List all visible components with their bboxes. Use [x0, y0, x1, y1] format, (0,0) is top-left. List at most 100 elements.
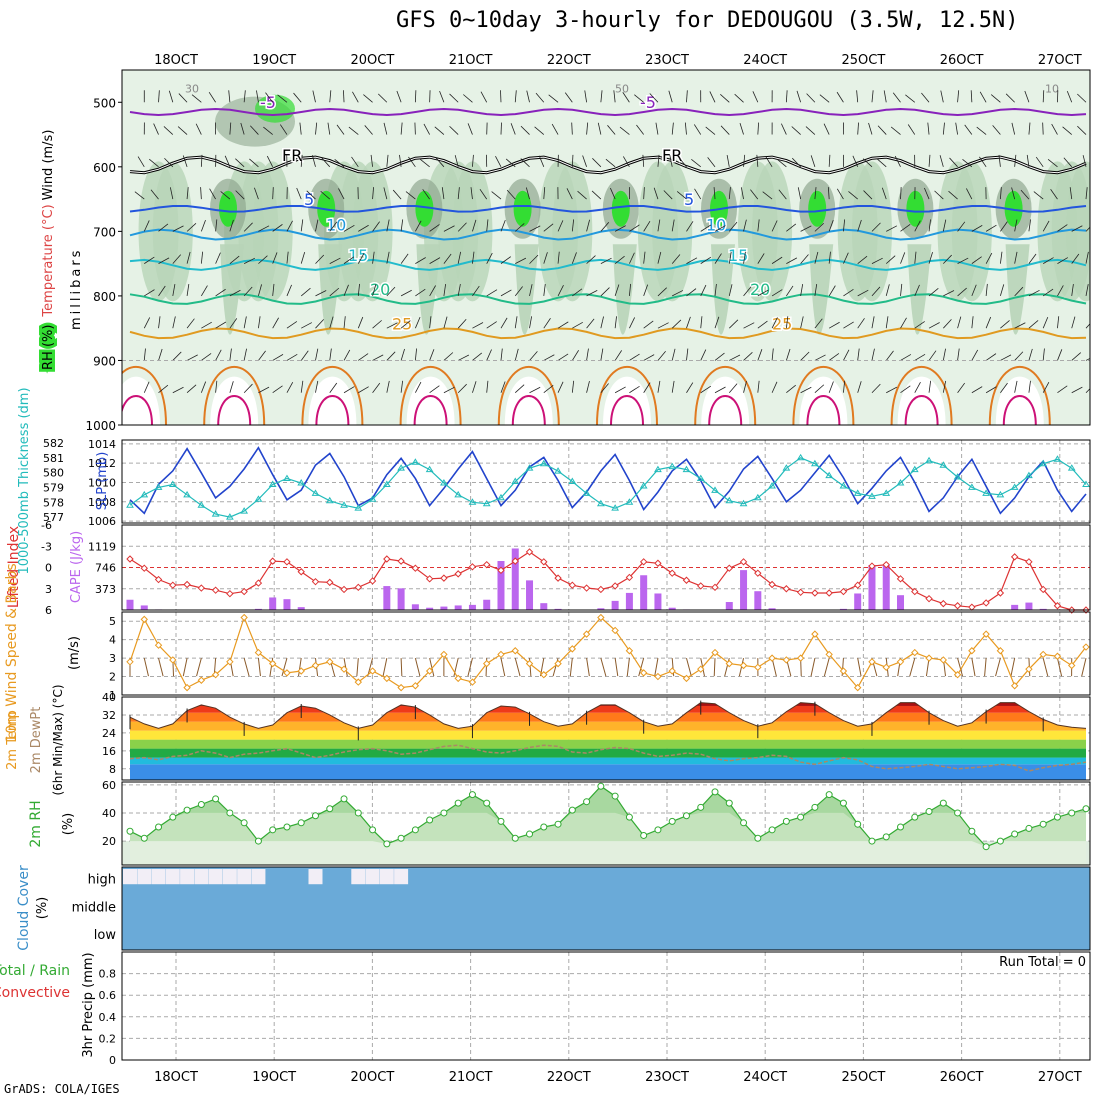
ytick-label: 2 — [109, 671, 116, 684]
rh2m-yunit: (%) — [61, 813, 76, 836]
wind-barb — [856, 90, 859, 103]
wind-barb — [158, 316, 161, 329]
precip-yunit: 3hr Precip (mm) — [81, 952, 96, 1057]
wind-speed-line-point — [368, 667, 377, 675]
surface-wind-barb — [514, 657, 521, 677]
wind-barb — [215, 321, 227, 329]
wind-barb — [400, 219, 404, 232]
lifted-index-line-point — [497, 566, 505, 575]
wind-barb — [312, 90, 316, 103]
cape-bar — [740, 570, 748, 610]
wind-yunit: (m/s) — [67, 636, 82, 670]
wind-barb — [928, 252, 933, 264]
wind-speed-line-point — [540, 671, 548, 679]
thickness-line-point — [340, 501, 348, 508]
wind-barb — [814, 318, 823, 329]
slp-line — [129, 446, 1087, 515]
wind-barb — [396, 90, 402, 103]
wind-barb — [315, 219, 319, 232]
wind-barb — [1066, 90, 1073, 103]
xtick-label-bottom: 24OCT — [743, 1070, 787, 1085]
ytick-label: 1012 — [88, 457, 116, 470]
rh-saturated-area — [808, 190, 827, 227]
wind-barb — [195, 123, 202, 135]
lifted-index-line-point — [896, 575, 905, 583]
wind-barb — [709, 91, 716, 103]
thickness-line-point — [511, 477, 520, 484]
lifted-index-line-point — [911, 587, 919, 596]
thickness-line-point — [839, 481, 848, 489]
wind-barb — [1057, 285, 1064, 297]
wind-barb — [1085, 388, 1090, 394]
wind-speed-line-point — [611, 626, 619, 635]
wind-barb — [137, 156, 145, 168]
wind-speed-line-point — [340, 665, 348, 673]
cape-bar — [526, 580, 534, 610]
wind-barb — [814, 251, 819, 264]
ytick-label-secondary: 582 — [43, 437, 64, 450]
cape-bar — [511, 548, 519, 610]
ytick-label: 24 — [102, 727, 116, 740]
wind-barb — [240, 122, 245, 135]
cape-bar — [540, 603, 548, 610]
wind-barb — [272, 283, 275, 296]
lifted-index-line-point — [882, 560, 890, 569]
wind-barb — [914, 284, 920, 297]
lifted-index-line-point — [254, 579, 263, 587]
precip-label-convective: Convective — [0, 985, 70, 1001]
wind-barb — [1077, 93, 1087, 103]
thickness-line-point — [910, 465, 919, 473]
wind-barb — [414, 348, 417, 361]
wind-barb — [657, 380, 661, 393]
wind-barb — [457, 354, 470, 361]
wind-barb — [400, 253, 409, 264]
thickness-line-point — [382, 480, 391, 487]
wind-barb — [215, 288, 226, 297]
xtick-label-bottom: 20OCT — [351, 1070, 395, 1085]
wind-speed-line-point — [597, 613, 605, 622]
wind-barb — [526, 90, 530, 103]
rh2m-line-point — [468, 791, 476, 799]
cape-bar — [1025, 602, 1033, 610]
wind-barb — [415, 316, 421, 329]
wind-barb — [321, 157, 331, 168]
wind-barb — [762, 191, 773, 200]
panel-frame-temp — [121, 696, 1091, 781]
wind-barb — [296, 187, 302, 200]
wind-barb — [158, 257, 170, 264]
thickness-line-point — [225, 513, 234, 520]
ytick-label: -6 — [41, 519, 52, 532]
surface-wind-barb — [196, 657, 202, 677]
rh2m-line-point — [768, 826, 776, 834]
wind-barb — [143, 348, 146, 361]
cloud-high-gap — [222, 869, 237, 885]
wind-barb — [500, 220, 506, 232]
wind-barb — [1062, 126, 1072, 135]
wind-barb — [756, 154, 759, 167]
isotherm-loop — [904, 395, 939, 425]
thickness-line-point — [939, 461, 948, 468]
wind-barb — [1051, 123, 1058, 135]
wind-barb — [144, 289, 155, 297]
isotherm-loop — [122, 395, 153, 425]
xtick-label-bottom: 22OCT — [547, 1070, 591, 1085]
wind-speed-line-point — [397, 683, 405, 692]
wind-barb — [386, 251, 390, 264]
wind-barb — [1050, 189, 1058, 200]
cape-bar — [426, 607, 434, 610]
wind-barb — [422, 189, 430, 200]
wind-barb — [1085, 226, 1090, 232]
rh2m-line-point — [511, 834, 519, 842]
wind-barb — [266, 155, 274, 167]
wind-barb — [229, 348, 232, 361]
wind-barb — [300, 287, 311, 297]
wind-barb — [571, 380, 575, 393]
wind-speed-line-point — [525, 659, 534, 668]
wind-barb — [927, 122, 930, 135]
wind-speed-line-point — [697, 665, 705, 673]
wind-barb — [771, 256, 783, 264]
wind-barb — [486, 349, 492, 361]
thickness-line-point — [882, 489, 891, 496]
wind-barb — [814, 222, 825, 232]
upper-yunit: millibars — [69, 248, 84, 330]
